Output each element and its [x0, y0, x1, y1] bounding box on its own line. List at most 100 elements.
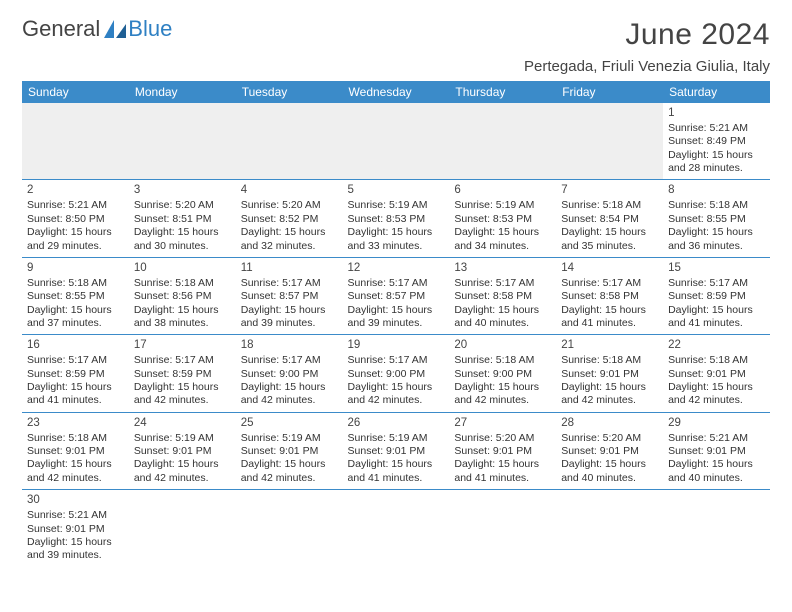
- day-number: 15: [668, 261, 765, 276]
- day-number: 4: [241, 183, 338, 198]
- sunrise-text: Sunrise: 5:18 AM: [27, 277, 124, 290]
- sunset-text: Sunset: 8:53 PM: [348, 213, 445, 226]
- sunset-text: Sunset: 8:59 PM: [134, 368, 231, 381]
- sunrise-text: Sunrise: 5:19 AM: [348, 199, 445, 212]
- daylight-text: Daylight: 15 hours and 42 minutes.: [241, 381, 338, 408]
- sunrise-text: Sunrise: 5:17 AM: [668, 277, 765, 290]
- sunrise-text: Sunrise: 5:19 AM: [241, 432, 338, 445]
- calendar-day-cell: 16Sunrise: 5:17 AMSunset: 8:59 PMDayligh…: [22, 335, 129, 412]
- calendar-day-cell: 12Sunrise: 5:17 AMSunset: 8:57 PMDayligh…: [343, 257, 450, 334]
- day-number: 9: [27, 261, 124, 276]
- sunset-text: Sunset: 9:01 PM: [668, 368, 765, 381]
- sunrise-text: Sunrise: 5:19 AM: [454, 199, 551, 212]
- weekday-header: Wednesday: [343, 81, 450, 103]
- sunset-text: Sunset: 9:01 PM: [561, 445, 658, 458]
- sunrise-text: Sunrise: 5:21 AM: [27, 509, 124, 522]
- daylight-text: Daylight: 15 hours and 42 minutes.: [454, 381, 551, 408]
- sunrise-text: Sunrise: 5:20 AM: [241, 199, 338, 212]
- sunset-text: Sunset: 9:00 PM: [348, 368, 445, 381]
- sunrise-text: Sunrise: 5:18 AM: [561, 199, 658, 212]
- sunset-text: Sunset: 9:01 PM: [348, 445, 445, 458]
- daylight-text: Daylight: 15 hours and 28 minutes.: [668, 149, 765, 176]
- daylight-text: Daylight: 15 hours and 40 minutes.: [454, 304, 551, 331]
- month-title: June 2024: [524, 18, 770, 52]
- brand-name-part2: Blue: [128, 18, 172, 40]
- sunrise-text: Sunrise: 5:21 AM: [668, 122, 765, 135]
- daylight-text: Daylight: 15 hours and 32 minutes.: [241, 226, 338, 253]
- day-number: 2: [27, 183, 124, 198]
- sunset-text: Sunset: 8:50 PM: [27, 213, 124, 226]
- sail-icon: [102, 18, 128, 40]
- sunset-text: Sunset: 8:56 PM: [134, 290, 231, 303]
- daylight-text: Daylight: 15 hours and 42 minutes.: [134, 381, 231, 408]
- calendar-day-cell: 10Sunrise: 5:18 AMSunset: 8:56 PMDayligh…: [129, 257, 236, 334]
- day-number: 24: [134, 416, 231, 431]
- calendar-day-cell: 13Sunrise: 5:17 AMSunset: 8:58 PMDayligh…: [449, 257, 556, 334]
- day-number: 26: [348, 416, 445, 431]
- sunrise-text: Sunrise: 5:20 AM: [134, 199, 231, 212]
- sunset-text: Sunset: 9:01 PM: [561, 368, 658, 381]
- day-number: 20: [454, 338, 551, 353]
- calendar-day-cell: 1Sunrise: 5:21 AMSunset: 8:49 PMDaylight…: [663, 103, 770, 180]
- day-number: 5: [348, 183, 445, 198]
- weekday-header: Sunday: [22, 81, 129, 103]
- sunset-text: Sunset: 9:01 PM: [454, 445, 551, 458]
- sunrise-text: Sunrise: 5:21 AM: [27, 199, 124, 212]
- sunset-text: Sunset: 8:57 PM: [348, 290, 445, 303]
- calendar-day-cell: 11Sunrise: 5:17 AMSunset: 8:57 PMDayligh…: [236, 257, 343, 334]
- sunset-text: Sunset: 8:59 PM: [668, 290, 765, 303]
- day-number: 23: [27, 416, 124, 431]
- sunset-text: Sunset: 8:58 PM: [561, 290, 658, 303]
- daylight-text: Daylight: 15 hours and 39 minutes.: [348, 304, 445, 331]
- sunset-text: Sunset: 8:57 PM: [241, 290, 338, 303]
- daylight-text: Daylight: 15 hours and 41 minutes.: [561, 304, 658, 331]
- calendar-empty-cell: [556, 490, 663, 567]
- day-number: 22: [668, 338, 765, 353]
- day-number: 1: [668, 106, 765, 121]
- calendar-empty-cell: [449, 490, 556, 567]
- calendar-day-cell: 4Sunrise: 5:20 AMSunset: 8:52 PMDaylight…: [236, 180, 343, 257]
- calendar-empty-cell: [343, 103, 450, 180]
- sunset-text: Sunset: 8:53 PM: [454, 213, 551, 226]
- sunset-text: Sunset: 9:00 PM: [241, 368, 338, 381]
- sunset-text: Sunset: 8:51 PM: [134, 213, 231, 226]
- calendar-day-cell: 14Sunrise: 5:17 AMSunset: 8:58 PMDayligh…: [556, 257, 663, 334]
- calendar-day-cell: 23Sunrise: 5:18 AMSunset: 9:01 PMDayligh…: [22, 412, 129, 489]
- day-number: 3: [134, 183, 231, 198]
- sunrise-text: Sunrise: 5:18 AM: [561, 354, 658, 367]
- day-number: 12: [348, 261, 445, 276]
- sunrise-text: Sunrise: 5:17 AM: [454, 277, 551, 290]
- calendar-day-cell: 25Sunrise: 5:19 AMSunset: 9:01 PMDayligh…: [236, 412, 343, 489]
- calendar-empty-cell: [236, 103, 343, 180]
- sunrise-text: Sunrise: 5:19 AM: [134, 432, 231, 445]
- sunrise-text: Sunrise: 5:17 AM: [241, 354, 338, 367]
- calendar-empty-cell: [22, 103, 129, 180]
- day-number: 18: [241, 338, 338, 353]
- sunrise-text: Sunrise: 5:17 AM: [348, 277, 445, 290]
- sunrise-text: Sunrise: 5:18 AM: [134, 277, 231, 290]
- calendar-empty-cell: [236, 490, 343, 567]
- day-number: 17: [134, 338, 231, 353]
- daylight-text: Daylight: 15 hours and 39 minutes.: [27, 536, 124, 563]
- daylight-text: Daylight: 15 hours and 41 minutes.: [348, 458, 445, 485]
- sunset-text: Sunset: 9:01 PM: [668, 445, 765, 458]
- daylight-text: Daylight: 15 hours and 38 minutes.: [134, 304, 231, 331]
- daylight-text: Daylight: 15 hours and 42 minutes.: [27, 458, 124, 485]
- calendar-day-cell: 19Sunrise: 5:17 AMSunset: 9:00 PMDayligh…: [343, 335, 450, 412]
- sunrise-text: Sunrise: 5:18 AM: [668, 354, 765, 367]
- daylight-text: Daylight: 15 hours and 42 minutes.: [668, 381, 765, 408]
- topbar: General Blue June 2024 Pertegada, Friuli…: [22, 18, 770, 75]
- calendar-empty-cell: [129, 103, 236, 180]
- daylight-text: Daylight: 15 hours and 35 minutes.: [561, 226, 658, 253]
- calendar-week-row: 2Sunrise: 5:21 AMSunset: 8:50 PM Daylight…: [22, 180, 770, 257]
- day-number: 10: [134, 261, 231, 276]
- sunrise-text: Sunrise: 5:19 AM: [348, 432, 445, 445]
- brand-name-part1: General: [22, 18, 100, 40]
- calendar-day-cell: 26Sunrise: 5:19 AMSunset: 9:01 PMDayligh…: [343, 412, 450, 489]
- calendar-day-cell: 24Sunrise: 5:19 AMSunset: 9:01 PMDayligh…: [129, 412, 236, 489]
- calendar-day-cell: 17Sunrise: 5:17 AMSunset: 8:59 PMDayligh…: [129, 335, 236, 412]
- sunset-text: Sunset: 9:01 PM: [134, 445, 231, 458]
- daylight-text: Daylight: 15 hours and 40 minutes.: [668, 458, 765, 485]
- sunrise-text: Sunrise: 5:18 AM: [668, 199, 765, 212]
- brand-logo: General Blue: [22, 18, 172, 40]
